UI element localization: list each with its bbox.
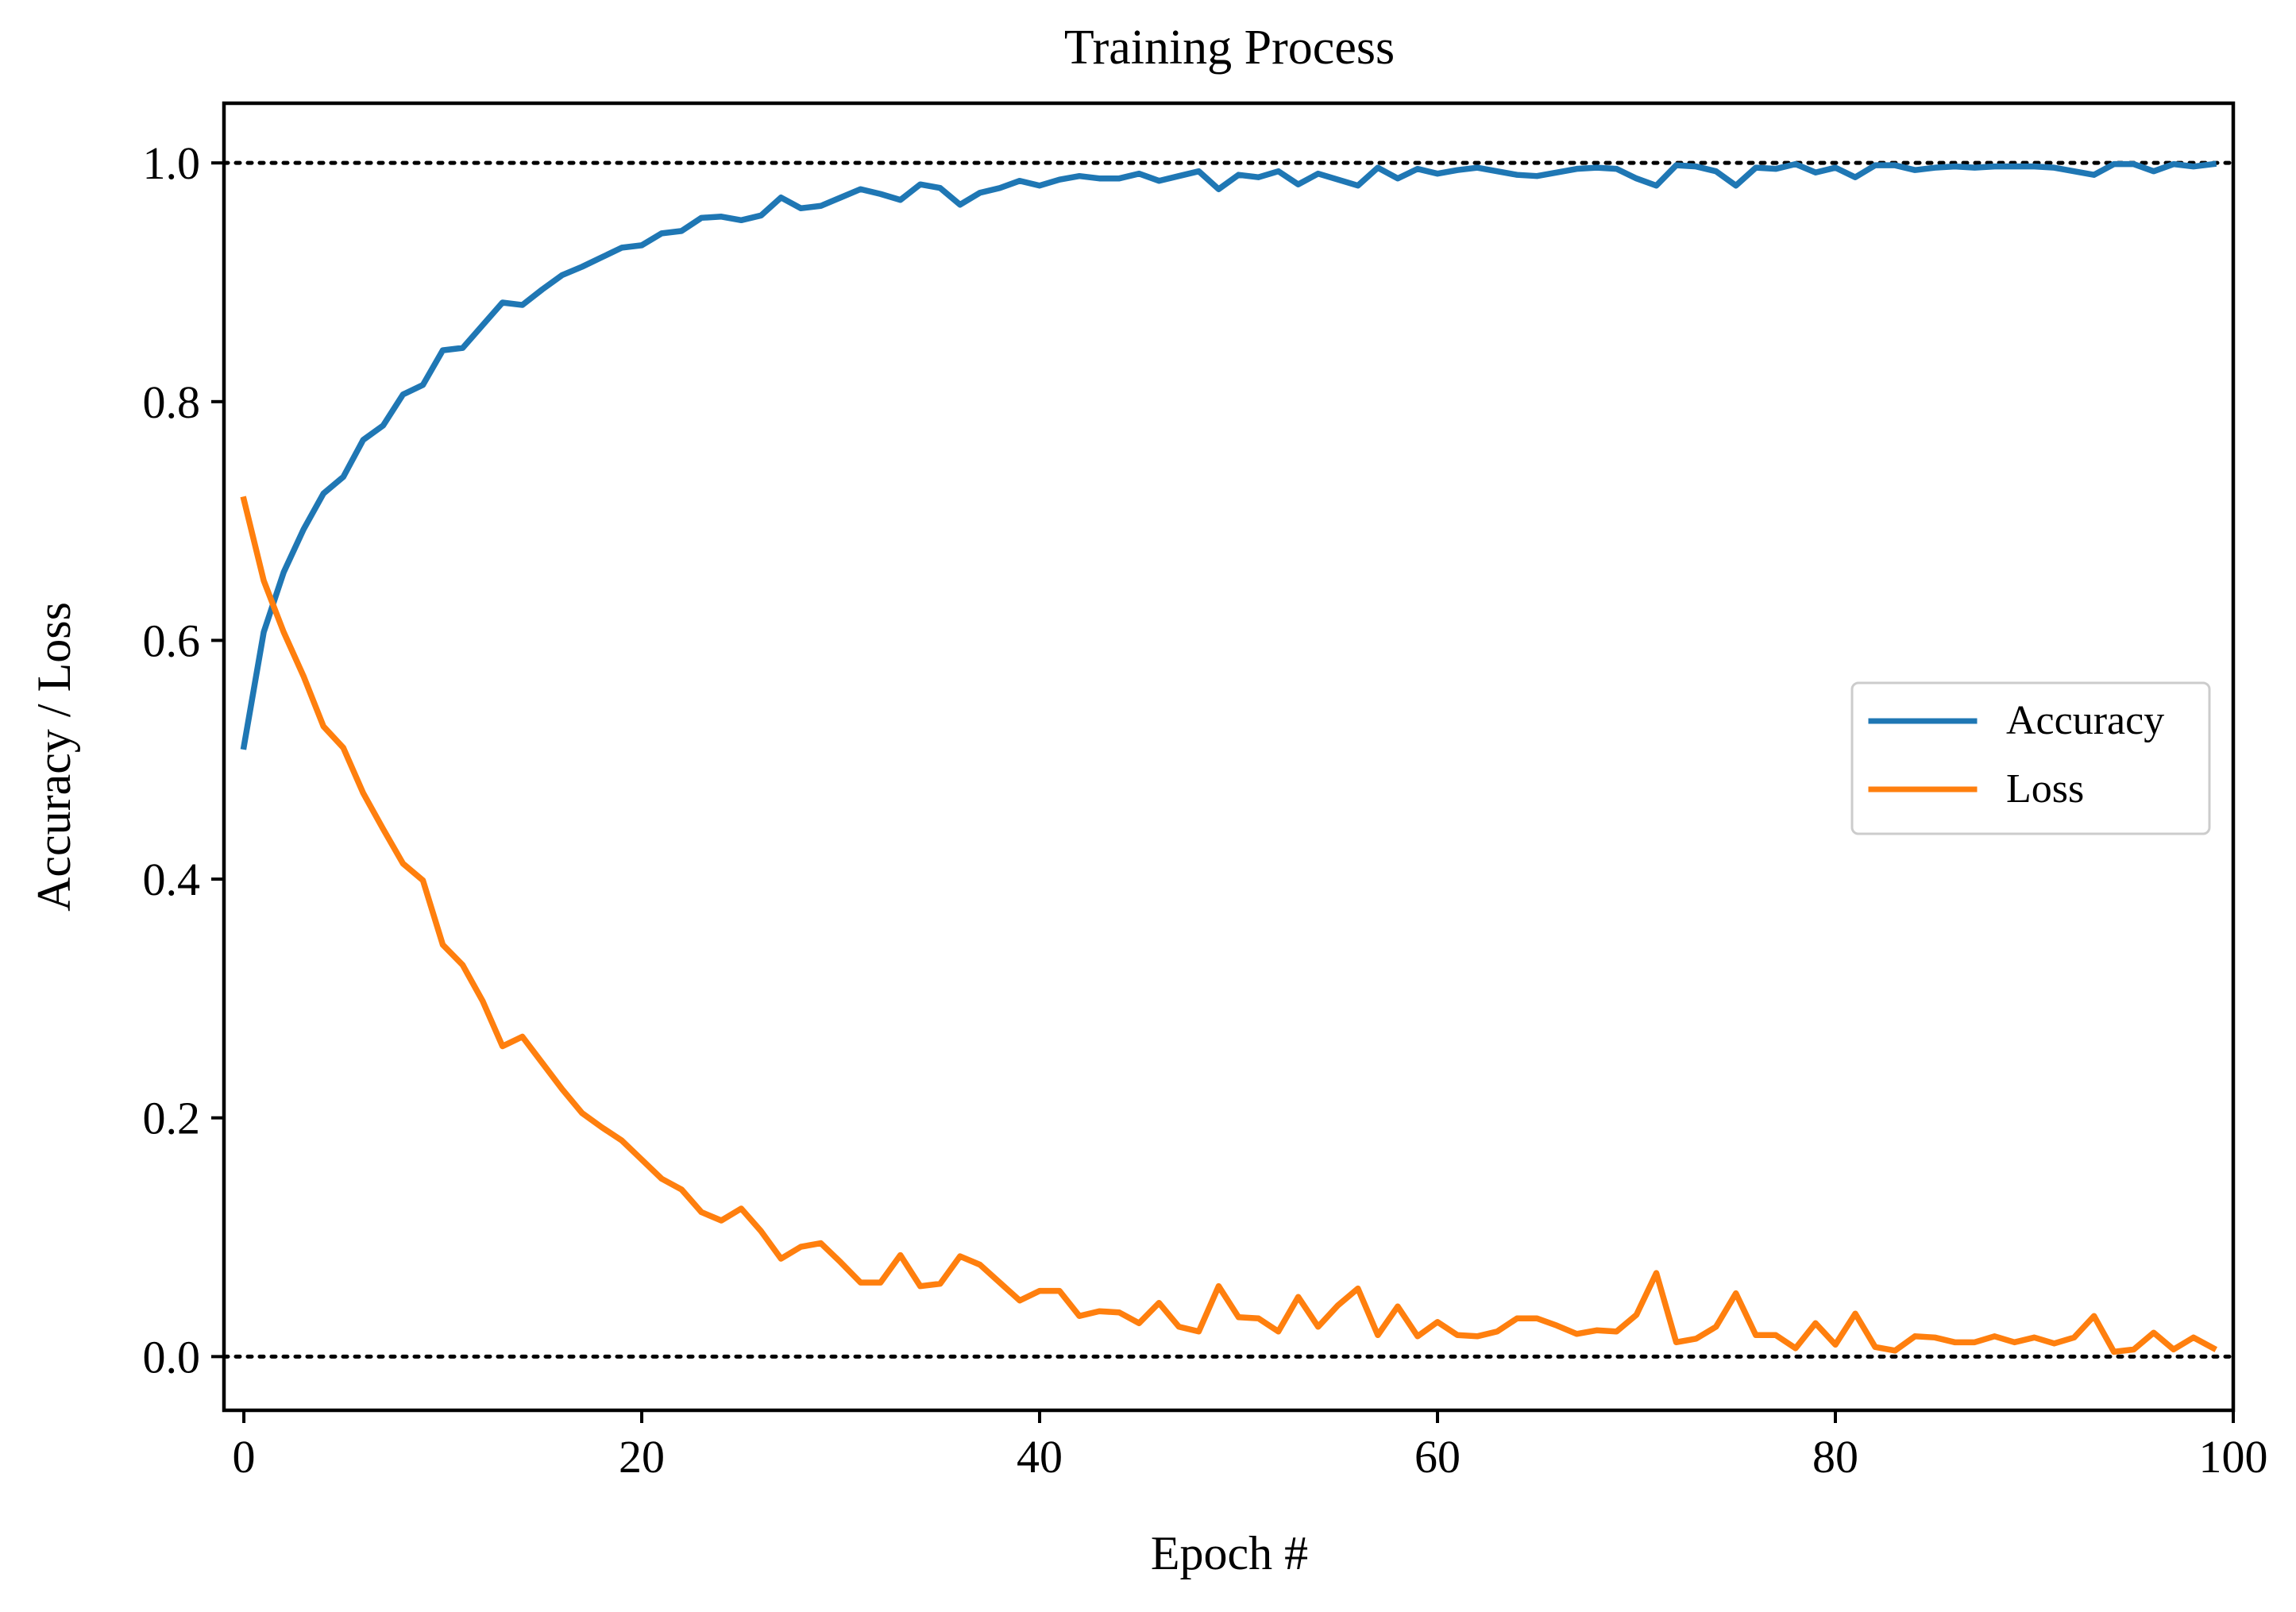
x-tick-label-40: 40 <box>1017 1431 1063 1483</box>
y-tick-label-5: 1.0 <box>143 137 201 189</box>
x-tick-label-20: 20 <box>619 1431 665 1483</box>
series-line-accuracy <box>240 160 2217 750</box>
y-tick-label-2: 0.4 <box>143 854 201 905</box>
chart-title: Training Process <box>1064 21 1395 75</box>
x-tick-label-100: 100 <box>2199 1431 2268 1483</box>
series-line-loss <box>240 496 2218 1356</box>
x-tick-label-0: 0 <box>233 1431 256 1483</box>
legend-loss-label: Loss <box>2006 766 2084 812</box>
x-tick-label-60: 60 <box>1414 1431 1461 1483</box>
x-tick-label-80: 80 <box>1812 1431 1858 1483</box>
y-tick-label-3: 0.6 <box>143 615 201 666</box>
y-tick-label-1: 0.2 <box>143 1093 201 1144</box>
plot-frame <box>222 101 2236 1413</box>
x-axis-title: Epoch # <box>1151 1527 1308 1579</box>
axis-ticks: 0 20 40 60 80 100 0.0 0.2 0.4 0.6 0.8 1.0 <box>143 137 2268 1483</box>
y-tick-label-4: 0.8 <box>143 376 201 428</box>
y-axis-title: Accuracy / Loss <box>28 602 80 912</box>
legend: Accuracy Loss <box>1850 681 2211 835</box>
y-tick-label-0: 0.0 <box>143 1331 201 1383</box>
legend-accuracy-label: Accuracy <box>2006 698 2164 743</box>
plot-area <box>222 160 2236 1359</box>
